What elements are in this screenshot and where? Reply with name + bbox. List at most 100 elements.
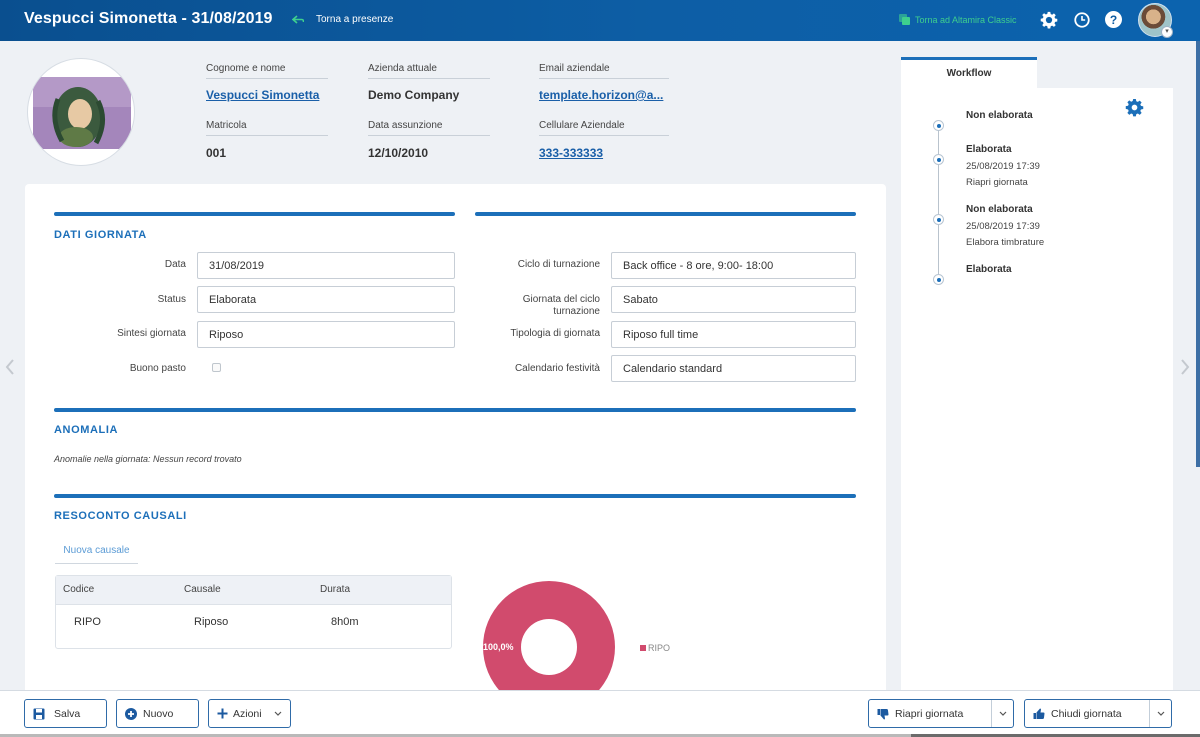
page-title: Vespucci Simonetta - 31/08/2019 bbox=[24, 10, 273, 27]
section-bar bbox=[54, 494, 856, 498]
help-icon[interactable]: ? bbox=[1105, 11, 1122, 28]
chevron-down-icon bbox=[274, 711, 282, 716]
save-button[interactable]: Salva bbox=[24, 699, 107, 728]
back-arrow-icon bbox=[292, 14, 304, 24]
close-day-label: Chiudi giornata bbox=[1051, 707, 1122, 720]
info-label-name: Cognome e nome bbox=[206, 63, 286, 74]
info-label-company: Azienda attuale bbox=[368, 63, 437, 74]
anomalia-note: Anomalie nella giornata: Nessun record t… bbox=[54, 454, 242, 464]
calendario-field[interactable]: Calendario standard bbox=[611, 355, 856, 382]
slice-label-ripo: 100,0% bbox=[483, 642, 514, 652]
new-label: Nuovo bbox=[143, 707, 174, 720]
tab-workflow[interactable]: Workflow bbox=[901, 57, 1037, 88]
cell-durata: 8h0m bbox=[331, 616, 359, 628]
workflow-step-status: Non elaborata bbox=[966, 110, 1033, 121]
timeline-dot bbox=[933, 120, 944, 131]
actions-label: Azioni bbox=[233, 707, 262, 720]
dati-giornata-title: DATI GIORNATA bbox=[54, 229, 147, 241]
workflow-step-date: 25/08/2019 17:39 bbox=[966, 161, 1040, 172]
window-bottom-edge bbox=[0, 734, 1200, 737]
reopen-day-button[interactable]: Riapri giornata bbox=[868, 699, 1014, 728]
column-header-codice[interactable]: Codice bbox=[63, 584, 95, 595]
actions-dropdown-button[interactable]: Azioni bbox=[208, 699, 291, 728]
employee-photo bbox=[27, 58, 135, 166]
previous-arrow-icon[interactable] bbox=[4, 358, 16, 376]
date-label: Data bbox=[164, 259, 186, 270]
workflow-panel bbox=[901, 88, 1173, 694]
avatar-dropdown-icon: ▾ bbox=[1161, 26, 1173, 38]
causali-donut-chart: 100,0% bbox=[483, 581, 615, 690]
divider bbox=[368, 78, 490, 79]
divider bbox=[539, 135, 669, 136]
user-avatar[interactable]: ▾ bbox=[1138, 3, 1173, 38]
ciclo-field[interactable]: Back office - 8 ore, 9:00- 18:00 bbox=[611, 252, 856, 279]
giornata-ciclo-field[interactable]: Sabato bbox=[611, 286, 856, 313]
back-to-presenze-label: Torna a presenze bbox=[316, 14, 394, 25]
date-field[interactable]: 31/08/2019 bbox=[197, 252, 455, 279]
settings-gear-icon[interactable] bbox=[1040, 11, 1058, 29]
chevron-down-icon bbox=[1157, 711, 1164, 716]
legend-item-ripo: RIPO bbox=[648, 643, 671, 653]
workflow-step-status: Non elaborata bbox=[966, 204, 1033, 215]
reopen-day-caret[interactable] bbox=[991, 700, 1013, 727]
resoconto-title: RESOCONTO CAUSALI bbox=[54, 510, 187, 522]
switch-app-icon bbox=[899, 14, 910, 25]
timeline-dot bbox=[933, 274, 944, 285]
save-icon bbox=[33, 708, 45, 719]
column-header-causale[interactable]: Causale bbox=[184, 584, 221, 595]
close-day-button[interactable]: Chiudi giornata bbox=[1024, 699, 1172, 728]
clock-icon[interactable] bbox=[1073, 11, 1091, 29]
status-field[interactable]: Elaborata bbox=[197, 286, 455, 313]
buono-pasto-checkbox[interactable] bbox=[212, 363, 221, 372]
giornata-ciclo-label: Giornata del ciclo turnazione bbox=[522, 294, 600, 317]
workflow-settings-gear-icon[interactable] bbox=[1125, 98, 1144, 117]
timeline-dot bbox=[933, 214, 944, 225]
workflow-step-date: 25/08/2019 17:39 bbox=[966, 221, 1040, 232]
donut-hole bbox=[521, 619, 577, 675]
tipologia-field[interactable]: Riposo full time bbox=[611, 321, 856, 348]
status-label: Status bbox=[157, 294, 186, 305]
table-header: Codice Causale Durata bbox=[56, 576, 451, 605]
email-link[interactable]: template.horizon@a... bbox=[539, 88, 664, 102]
add-circle-icon bbox=[125, 707, 137, 720]
divider bbox=[368, 135, 490, 136]
chevron-down-icon bbox=[999, 711, 1006, 716]
altamira-classic-label: Torna ad Altamira Classic bbox=[915, 14, 1017, 25]
info-label-matricola: Matricola bbox=[206, 120, 247, 131]
nuova-causale-button[interactable]: Nuova causale bbox=[55, 542, 138, 564]
section-bar bbox=[54, 408, 856, 412]
workflow-step-action: Riapri giornata bbox=[966, 177, 1028, 188]
close-day-caret[interactable] bbox=[1149, 700, 1171, 727]
thumbs-down-icon bbox=[877, 708, 889, 719]
calendario-label: Calendario festività bbox=[514, 363, 600, 374]
thumbs-up-icon bbox=[1033, 708, 1045, 719]
portrait-image bbox=[33, 77, 131, 149]
reopen-day-label: Riapri giornata bbox=[895, 707, 964, 720]
next-arrow-icon[interactable] bbox=[1179, 358, 1191, 376]
save-label: Salva bbox=[54, 707, 81, 720]
plus-icon bbox=[217, 708, 228, 719]
info-label-phone: Cellulare Aziendale bbox=[539, 120, 625, 131]
workflow-step-action: Elabora timbrature bbox=[966, 237, 1045, 248]
phone-link[interactable]: 333-333333 bbox=[539, 146, 604, 160]
buono-pasto-label: Buono pasto bbox=[129, 363, 186, 374]
workflow-step-status: Elaborata bbox=[966, 264, 1012, 275]
sintesi-label: Sintesi giornata bbox=[117, 328, 186, 339]
legend-swatch bbox=[640, 645, 646, 651]
causali-table: Codice Causale Durata RIPO Riposo 8h0m bbox=[55, 575, 452, 649]
divider bbox=[206, 135, 328, 136]
column-header-durata[interactable]: Durata bbox=[320, 584, 351, 595]
divider bbox=[206, 78, 328, 79]
back-to-presenze-link[interactable]: Torna a presenze bbox=[292, 14, 393, 25]
altamira-classic-link[interactable]: Torna ad Altamira Classic bbox=[899, 14, 1017, 25]
scrollbar[interactable] bbox=[1196, 41, 1200, 467]
info-label-hire-date: Data assunzione bbox=[368, 120, 443, 131]
sintesi-field[interactable]: Riposo bbox=[197, 321, 455, 348]
divider bbox=[539, 78, 669, 79]
chart-legend: RIPO bbox=[640, 643, 670, 653]
top-bar: Vespucci Simonetta - 31/08/2019 Torna a … bbox=[0, 0, 1200, 41]
new-button[interactable]: Nuovo bbox=[116, 699, 199, 728]
employee-name-link[interactable]: Vespucci Simonetta bbox=[206, 88, 320, 102]
workflow-timeline bbox=[938, 127, 939, 282]
info-label-email: Email aziendale bbox=[539, 63, 610, 74]
